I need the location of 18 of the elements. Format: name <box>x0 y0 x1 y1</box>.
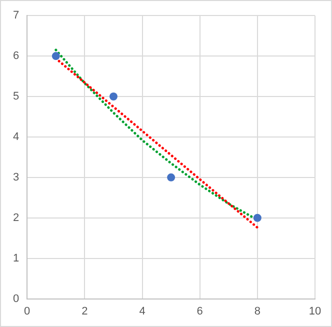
point <box>253 214 262 222</box>
point <box>109 92 118 101</box>
y-tick-label: 4 <box>12 131 20 144</box>
x-tick-label: 0 <box>24 305 30 318</box>
x-tick-label: 4 <box>139 305 146 318</box>
y-tick-label: 5 <box>12 90 20 103</box>
x-tick-label: 6 <box>196 305 203 318</box>
y-tick-label: 3 <box>12 171 20 184</box>
y-tick-label: 1 <box>12 252 20 264</box>
x-tick-label: 8 <box>254 305 260 318</box>
y-tick-label: 7 <box>12 10 20 22</box>
y-tick-label: 2 <box>12 212 20 224</box>
point <box>167 173 176 182</box>
x-tick-label: 10 <box>308 305 322 318</box>
point <box>52 52 60 60</box>
y-tick-label: 6 <box>12 50 20 62</box>
x-tick-label: 2 <box>82 305 88 318</box>
y-tick-label: 0 <box>12 292 20 305</box>
